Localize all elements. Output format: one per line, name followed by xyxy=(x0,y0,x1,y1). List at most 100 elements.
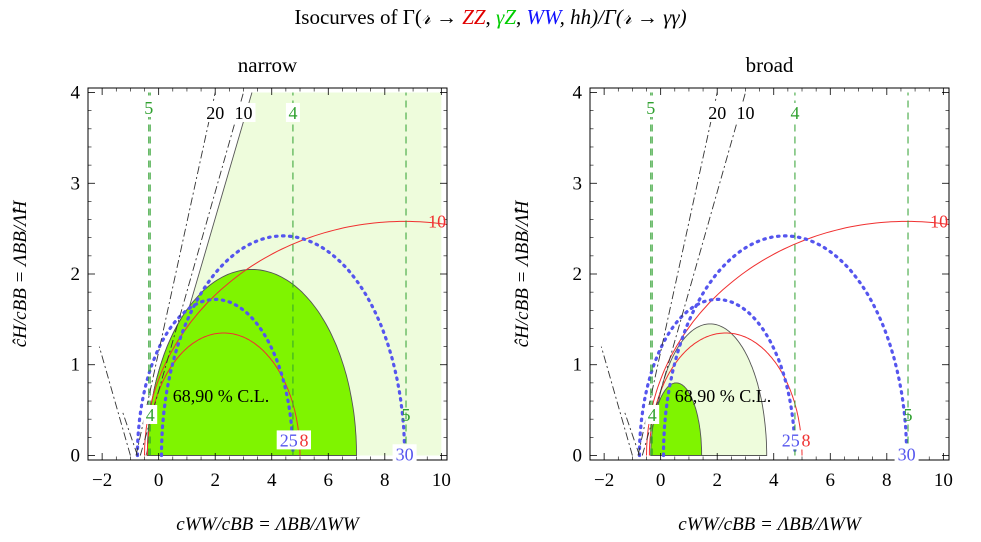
label-zz-8: 8 xyxy=(300,430,309,450)
cl-region-dark xyxy=(146,269,357,456)
y-tick-label: 1 xyxy=(573,355,583,376)
isocurve-hh xyxy=(121,409,138,456)
label-hh-20-bg xyxy=(705,103,730,122)
label-ww-30: 30 xyxy=(898,444,916,464)
title-arrow: → xyxy=(430,5,463,29)
isocurve-ww-25 xyxy=(637,297,797,458)
label-gz-4-left: 4 xyxy=(648,405,657,425)
y-axis-label: ĉH/cBB = ΛBB/Λ̂H xyxy=(10,199,31,347)
panel-title: broad xyxy=(746,53,794,77)
label-zz-8-bg xyxy=(297,430,312,450)
title-zz: ZZ xyxy=(462,5,486,29)
y-axis-label: ĉH/cBB = ΛBB/Λ̂H xyxy=(512,199,533,347)
label-ww-30-bg xyxy=(894,444,919,464)
isocurve-hh xyxy=(98,346,131,456)
label-gz-4-left-bg xyxy=(645,404,660,424)
label-ww-25: 25 xyxy=(782,430,800,450)
label-gz-4-right-bg xyxy=(285,103,300,122)
label-hh-10-bg xyxy=(231,103,256,122)
label-hh-20: 20 xyxy=(708,103,726,123)
panel-title: narrow xyxy=(238,53,298,77)
label-gz-4-right-bg xyxy=(787,103,802,122)
title-end: → γγ) xyxy=(631,5,687,29)
y-tick-label: 4 xyxy=(573,83,583,104)
label-zz-8-bg xyxy=(799,430,814,450)
x-tick-label: 10 xyxy=(934,470,953,491)
label-gz-5-left-bg xyxy=(141,98,156,117)
title-gz: γZ xyxy=(496,5,517,29)
label-hh-10-bg xyxy=(733,103,758,122)
label-gz-5-right: 5 xyxy=(402,405,411,425)
y-tick-label: 3 xyxy=(71,173,81,194)
title-sep2: , xyxy=(516,5,527,29)
isocurve-hh-20 xyxy=(637,92,718,456)
x-tick-label: 10 xyxy=(432,470,451,491)
x-tick-label: 6 xyxy=(324,470,334,491)
label-zz-10: 10 xyxy=(428,211,446,231)
title-f: 𝓇 xyxy=(421,5,431,29)
label-gz-5-left-bg xyxy=(643,98,658,117)
title-ww: WW xyxy=(526,5,560,29)
isocurve-ww-30 xyxy=(159,234,407,458)
y-tick-label: 0 xyxy=(573,445,583,466)
plot-area xyxy=(98,92,447,458)
isocurve-ww-30 xyxy=(661,234,909,458)
x-tick-label: 0 xyxy=(154,470,164,491)
x-tick-label: −2 xyxy=(594,470,614,491)
figure-title: Isocurves of Γ(𝓇 → ZZ, γZ, WW, hh)/Γ(𝓇 →… xyxy=(0,0,981,40)
region-label: 68,90 % C.L. xyxy=(675,386,772,406)
label-gz-5-left: 5 xyxy=(144,98,153,118)
x-tick-label: 6 xyxy=(826,470,836,491)
label-ww-25: 25 xyxy=(280,430,298,450)
y-tick-label: 3 xyxy=(573,173,583,194)
x-tick-label: 0 xyxy=(656,470,666,491)
title-sep3: , hh)/Γ( xyxy=(559,5,623,29)
label-hh-20: 20 xyxy=(206,103,224,123)
isocurve-hh xyxy=(623,409,640,456)
label-zz-10: 10 xyxy=(930,211,948,231)
isocurve-hh xyxy=(600,346,633,456)
label-ww-25-bg xyxy=(778,430,803,450)
label-ww-25-bg xyxy=(276,430,301,450)
label-hh-10: 10 xyxy=(736,103,754,123)
x-axis-label: cWW/cBB = ΛBB/ΛWW xyxy=(176,514,361,535)
label-gz-4-right: 4 xyxy=(790,103,799,123)
x-tick-label: 4 xyxy=(769,470,779,491)
label-gz-4-right: 4 xyxy=(288,103,297,123)
isocurve-zz-8 xyxy=(648,332,803,456)
label-gz-5-right: 5 xyxy=(904,405,913,425)
label-ww-30-bg xyxy=(392,444,417,464)
y-tick-label: 2 xyxy=(71,264,81,285)
region-label: 68,90 % C.L. xyxy=(173,386,270,406)
label-ww-30: 30 xyxy=(396,444,414,464)
isocurve-hh-10 xyxy=(139,92,244,456)
label-gz-4-left: 4 xyxy=(146,405,155,425)
x-tick-label: 2 xyxy=(210,470,220,491)
isocurve-zz-8 xyxy=(146,332,301,456)
x-tick-label: 2 xyxy=(712,470,722,491)
isocurve-ww-25 xyxy=(135,297,295,458)
x-tick-label: −2 xyxy=(92,470,112,491)
y-tick-label: 2 xyxy=(573,264,583,285)
y-tick-label: 1 xyxy=(71,355,81,376)
label-gz-5-left: 5 xyxy=(646,98,655,118)
isocurve-hh-20 xyxy=(135,92,216,456)
label-hh-20-bg xyxy=(203,103,228,122)
title-f2: 𝓇 xyxy=(622,5,632,29)
label-gz-4-left-bg xyxy=(143,404,158,424)
label-zz-8: 8 xyxy=(802,430,811,450)
x-axis-label: cWW/cBB = ΛBB/ΛWW xyxy=(678,514,863,535)
y-tick-label: 0 xyxy=(71,445,81,466)
title-sep1: , xyxy=(485,5,497,29)
label-hh-10: 10 xyxy=(234,103,252,123)
x-tick-label: 8 xyxy=(882,470,892,491)
title-prefix: Isocurves of Γ( xyxy=(294,5,422,29)
isocurve-hh-10 xyxy=(641,92,746,456)
x-tick-label: 8 xyxy=(380,470,390,491)
x-tick-label: 4 xyxy=(267,470,277,491)
plot-area xyxy=(600,92,949,458)
y-tick-label: 4 xyxy=(71,83,81,104)
